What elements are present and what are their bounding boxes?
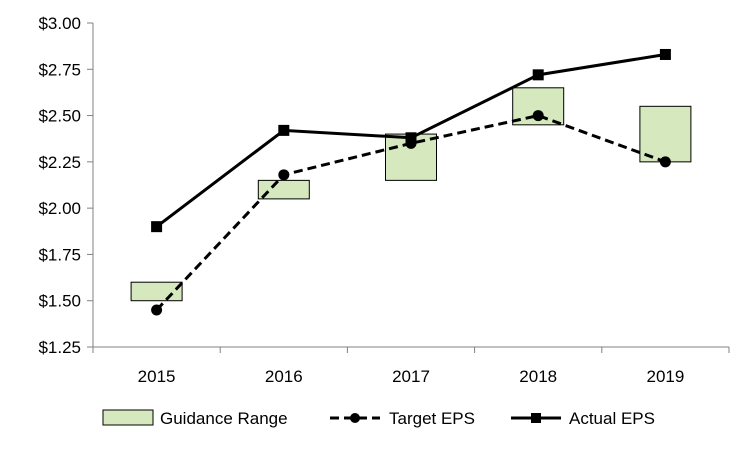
guidance-range-boxes bbox=[130, 87, 692, 302]
y-tick-label: $2.50 bbox=[38, 107, 81, 126]
actual-eps-point bbox=[659, 48, 671, 60]
x-ticks: 2015 2016 2017 2018 2019 bbox=[92, 347, 730, 386]
target-eps-point bbox=[532, 110, 544, 122]
y-ticks: $1.25 $1.50 $1.75 $2.00 $2.25 $2.50 $2.75 $3.00 bbox=[38, 14, 93, 357]
legend-label-target-eps: Target EPS bbox=[389, 409, 475, 428]
x-tick-label: 2018 bbox=[519, 367, 557, 386]
legend-swatch-guidance-range bbox=[102, 409, 154, 426]
x-tick-label: 2019 bbox=[646, 367, 684, 386]
x-tick-label: 2017 bbox=[392, 367, 430, 386]
legend: Guidance Range Target EPS Actual EPS bbox=[102, 409, 655, 428]
actual-eps-point bbox=[532, 69, 544, 81]
y-tick-label: $2.75 bbox=[38, 60, 81, 79]
target-eps-point bbox=[151, 304, 163, 316]
y-tick-label: $1.75 bbox=[38, 245, 81, 264]
actual-eps-point bbox=[278, 124, 290, 136]
y-tick-label: $1.50 bbox=[38, 292, 81, 311]
guidance-range-box bbox=[639, 105, 692, 163]
target-eps-point bbox=[659, 156, 671, 168]
series-markers bbox=[151, 48, 671, 316]
y-tick-label: $2.25 bbox=[38, 153, 81, 172]
x-tick-label: 2016 bbox=[265, 367, 303, 386]
guidance-range-box bbox=[512, 87, 565, 126]
legend-label-guidance-range: Guidance Range bbox=[160, 409, 288, 428]
actual-eps-point bbox=[405, 132, 417, 144]
legend-marker-actual-eps bbox=[531, 413, 541, 423]
legend-label-actual-eps: Actual EPS bbox=[569, 409, 655, 428]
legend-marker-target-eps bbox=[350, 413, 360, 423]
y-tick-label: $3.00 bbox=[38, 14, 81, 33]
guidance-range-box bbox=[385, 133, 437, 181]
actual-eps-point bbox=[151, 221, 163, 233]
y-tick-label: $2.00 bbox=[38, 199, 81, 218]
y-tick-label: $1.25 bbox=[38, 338, 81, 357]
guidance-range-box bbox=[130, 281, 183, 302]
series-lines bbox=[155, 52, 666, 311]
x-tick-label: 2015 bbox=[138, 367, 176, 386]
axes: $1.25 $1.50 $1.75 $2.00 $2.25 $2.50 $2.75 $3.00… bbox=[38, 14, 730, 386]
target-eps-point bbox=[278, 169, 290, 181]
guidance-range-box bbox=[257, 179, 310, 200]
